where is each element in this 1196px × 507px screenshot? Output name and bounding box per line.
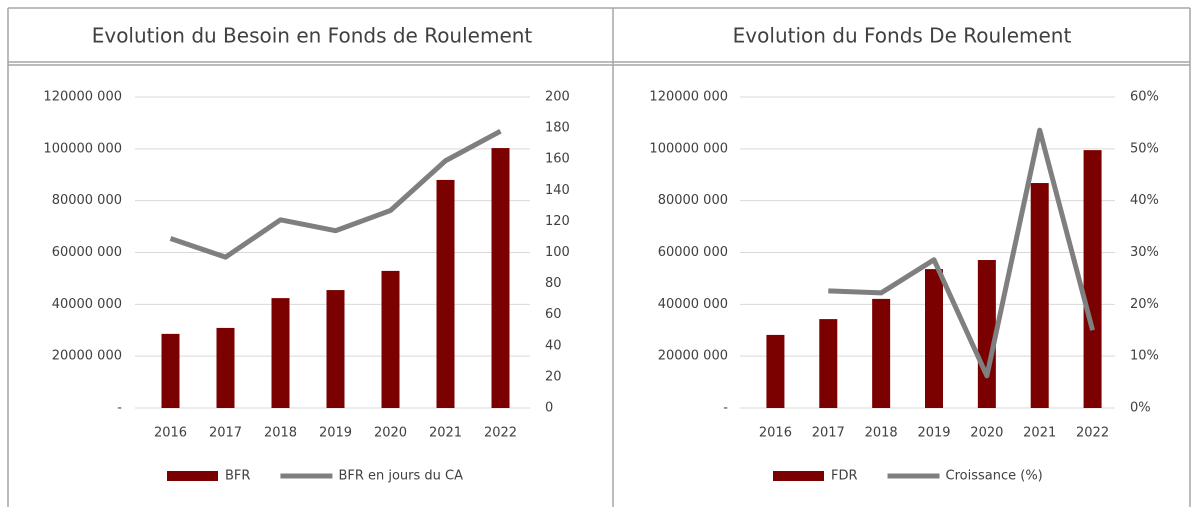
y-tick-label: 60000 000 — [52, 245, 122, 260]
y-tick-label: 40000 000 — [52, 297, 122, 312]
bar — [977, 260, 996, 408]
x-tick-label: 2020 — [374, 426, 407, 441]
x-tick-label: 2018 — [264, 426, 297, 441]
x-tick-label: 2016 — [154, 426, 187, 441]
y-tick-label: 20000 000 — [52, 349, 122, 364]
legend-label: BFR en jours du CA — [338, 469, 463, 484]
y-tick-label: 100000 000 — [649, 141, 728, 156]
x-tick-label: 2022 — [484, 426, 517, 441]
y2-tick-label: 40 — [545, 338, 562, 353]
y2-tick-label: 60 — [545, 307, 562, 322]
bar — [1030, 183, 1049, 408]
x-tick-label: 2017 — [209, 426, 242, 441]
legend-label: FDR — [831, 469, 858, 484]
y-tick-label: 120000 000 — [43, 90, 122, 105]
bar — [381, 270, 400, 408]
y2-tick-label: 20% — [1130, 297, 1159, 312]
y2-tick-label: 40% — [1130, 193, 1159, 208]
bar — [872, 298, 891, 408]
y2-tick-label: 30% — [1130, 245, 1159, 260]
bar — [766, 334, 785, 408]
legend-swatch — [167, 471, 218, 481]
y2-tick-label: 0 — [545, 401, 553, 416]
y2-tick-label: 100 — [545, 245, 570, 260]
x-tick-label: 2021 — [1023, 426, 1056, 441]
bar — [819, 319, 838, 408]
y2-tick-label: 180 — [545, 121, 570, 136]
y2-tick-label: 120 — [545, 214, 570, 229]
y-tick-label: 120000 000 — [649, 90, 728, 105]
y2-tick-label: 160 — [545, 152, 570, 167]
y2-tick-label: 80 — [545, 276, 562, 291]
bar — [216, 327, 235, 408]
y2-tick-label: 60% — [1130, 90, 1159, 105]
bar — [271, 298, 290, 408]
bar — [925, 269, 943, 408]
legend-label: BFR — [225, 469, 250, 484]
legend-swatch — [773, 471, 824, 481]
y2-tick-label: 10% — [1130, 349, 1159, 364]
x-tick-label: 2017 — [812, 426, 845, 441]
y-tick-label: 60000 000 — [658, 245, 728, 260]
y-tick-label: 20000 000 — [658, 349, 728, 364]
y-tick-label: 80000 000 — [52, 193, 122, 208]
x-tick-label: 2018 — [865, 426, 898, 441]
bar — [1083, 150, 1102, 409]
bar — [161, 333, 180, 408]
y-tick-label: - — [723, 401, 728, 416]
line — [169, 129, 502, 260]
x-tick-label: 2020 — [970, 426, 1003, 441]
x-tick-label: 2022 — [1076, 426, 1109, 441]
x-tick-label: 2021 — [429, 426, 462, 441]
y-tick-label: 80000 000 — [658, 193, 728, 208]
line — [828, 127, 1095, 379]
y2-tick-label: 20 — [545, 369, 562, 384]
legend-label: Croissance (%) — [946, 469, 1043, 484]
bar — [491, 148, 510, 408]
x-tick-label: 2019 — [319, 426, 352, 441]
y-tick-label: 100000 000 — [43, 141, 122, 156]
y2-tick-label: 140 — [545, 183, 570, 198]
x-tick-label: 2019 — [917, 426, 950, 441]
y2-tick-label: 0% — [1130, 401, 1151, 416]
y2-tick-label: 50% — [1130, 141, 1159, 156]
y2-tick-label: 200 — [545, 90, 570, 105]
y-tick-label: - — [117, 401, 122, 416]
chart-title: Evolution du Besoin en Fonds de Roulemen… — [92, 24, 533, 48]
x-tick-label: 2016 — [759, 426, 792, 441]
y-tick-label: 40000 000 — [658, 297, 728, 312]
bar — [326, 290, 345, 408]
chart-title: Evolution du Fonds De Roulement — [733, 24, 1072, 48]
bar — [436, 179, 455, 408]
